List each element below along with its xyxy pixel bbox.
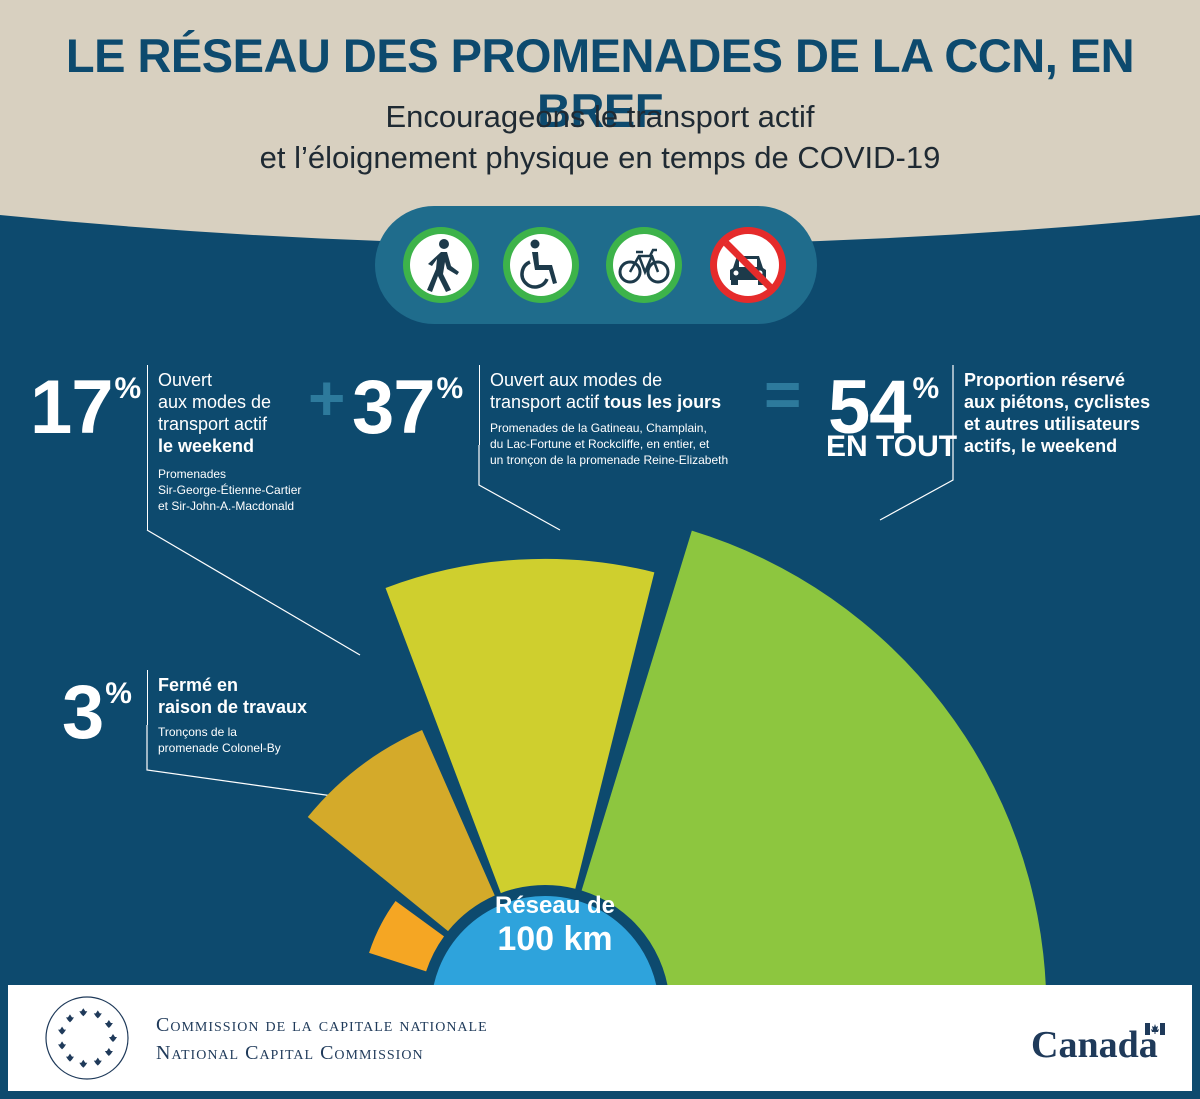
total-line-2: aux piétons, cyclistes [964, 392, 1151, 412]
closed-line-2: raison de travaux [158, 697, 308, 717]
pie-slice-2 [307, 729, 495, 932]
maple-leaf-icon [104, 1019, 113, 1028]
daily-rule [479, 365, 480, 445]
maple-leaf-icon [79, 1059, 88, 1068]
daily-description: Ouvert aux modes de transport actif tous… [490, 369, 760, 413]
weekend-line-2: aux modes de [158, 392, 272, 412]
weekend-line-4: le weekend [158, 436, 255, 456]
closed-value: 3 [62, 670, 104, 755]
total-description: Proportion réservé aux piétons, cycliste… [964, 369, 1184, 457]
bicycle-icon [606, 227, 682, 303]
page-subtitle: Encourageons le transport actif et l’élo… [0, 96, 1200, 178]
maple-leaf-icon [65, 1053, 74, 1062]
total-value: 54 [828, 365, 912, 450]
pie-slice-1 [369, 900, 445, 972]
organization-name-fr: Commission de la capitale nationale [156, 1014, 488, 1036]
weekend-detail-2: Sir-George-Étienne-Cartier [158, 483, 302, 497]
pedestrian-icon [403, 227, 479, 303]
weekend-line-3: transport actif [158, 414, 268, 434]
plus-sign: + [308, 362, 346, 434]
weekend-description: Ouvert aux modes de transport actif le w… [158, 369, 318, 457]
weekend-percent: 17% [30, 370, 142, 446]
weekend-value: 17 [30, 365, 114, 450]
weekend-line-1: Ouvert [158, 370, 213, 390]
weekend-detail-3: et Sir-John-A.-Macdonald [158, 499, 295, 513]
wheelchair-icon [503, 227, 579, 303]
total-subtitle: EN TOUT [826, 430, 958, 463]
pointer-line-total [879, 365, 954, 521]
maple-leaf-icon [93, 1057, 102, 1066]
no-car-icon [710, 227, 786, 303]
pie-slice-4 [581, 530, 1046, 985]
page-title: LE RÉSEAU DES PROMENADES DE LA CCN, EN B… [65, 29, 1135, 137]
footer: Commission de la capitale nationale Nati… [8, 985, 1192, 1091]
daily-line-2-bold: tous les jours [604, 392, 722, 412]
subtitle-line-2: et l’éloignement physique en temps de CO… [259, 140, 941, 175]
daily-detail: Promenades de la Gatineau, Champlain, du… [490, 420, 770, 468]
daily-line-1: Ouvert aux modes de [490, 370, 663, 390]
icon-pill [375, 206, 817, 324]
ncc-logo [45, 996, 129, 1080]
chart-plot [307, 530, 1046, 985]
closed-percent: 3% [62, 675, 132, 751]
total-line-4: actifs, le weekend [964, 436, 1118, 456]
subtitle-line-1: Encourageons le transport actif [385, 99, 815, 134]
daily-detail-3: un tronçon de la promenade Reine-Elizabe… [490, 453, 729, 467]
closed-rule [147, 670, 148, 725]
hub-line-1: Réseau de [494, 892, 616, 919]
background-art [0, 0, 1200, 798]
closed-description: Fermé en raison de travaux [158, 674, 358, 718]
maple-leaf-icon [58, 1026, 67, 1035]
maple-leaf-icon [79, 1008, 88, 1017]
weekend-detail: Promenades Sir-George-Étienne-Cartier et… [158, 466, 338, 514]
maple-leaf-icon [58, 1041, 67, 1050]
hub-line-2: 100 km [497, 920, 613, 958]
daily-value: 37 [352, 365, 436, 450]
weekend-unit: % [114, 372, 142, 405]
hub-label: Réseau de 100 km [455, 892, 655, 958]
total-line-3: et autres utilisateurs [964, 414, 1141, 434]
daily-detail-2: du Lac-Fortune et Rockcliffe, en entier,… [490, 437, 710, 451]
maple-leaf-icon [65, 1014, 74, 1023]
equals-sign: = [764, 358, 802, 430]
closed-line-1: Fermé en [158, 675, 239, 695]
daily-detail-1: Promenades de la Gatineau, Champlain, [490, 421, 707, 435]
closed-detail-1: Tronçons de la [158, 725, 237, 739]
closed-unit: % [105, 677, 132, 710]
daily-percent: 37% [352, 370, 464, 446]
pointer-line-weekend [146, 529, 361, 656]
canada-wordmark: Canada [1031, 1024, 1158, 1066]
maple-leaf-icon [93, 1010, 102, 1019]
total-unit: % [912, 372, 940, 405]
header-band [0, 0, 1200, 245]
closed-detail-2: promenade Colonel-By [158, 741, 281, 755]
pointer-line-closed [146, 725, 341, 798]
total-percent: 54% [828, 370, 940, 446]
hub-circle [423, 886, 667, 985]
pie-slice-3 [385, 558, 655, 894]
maple-leaf-icon [109, 1034, 117, 1042]
closed-detail: Tronçons de la promenade Colonel-By [158, 724, 338, 756]
daily-unit: % [436, 372, 464, 405]
organization-name: Commission de la capitale nationale Nati… [156, 1011, 488, 1067]
weekend-detail-1: Promenades [158, 467, 227, 481]
total-line-1: Proportion réservé [964, 370, 1126, 390]
organization-name-en: National Capital Commission [156, 1042, 424, 1064]
canada-flag-icon [1145, 1023, 1165, 1035]
daily-line-2: transport actif [490, 392, 605, 412]
weekend-rule [147, 365, 148, 530]
pointer-line-daily [478, 445, 561, 531]
maple-leaf-icon [104, 1048, 113, 1057]
